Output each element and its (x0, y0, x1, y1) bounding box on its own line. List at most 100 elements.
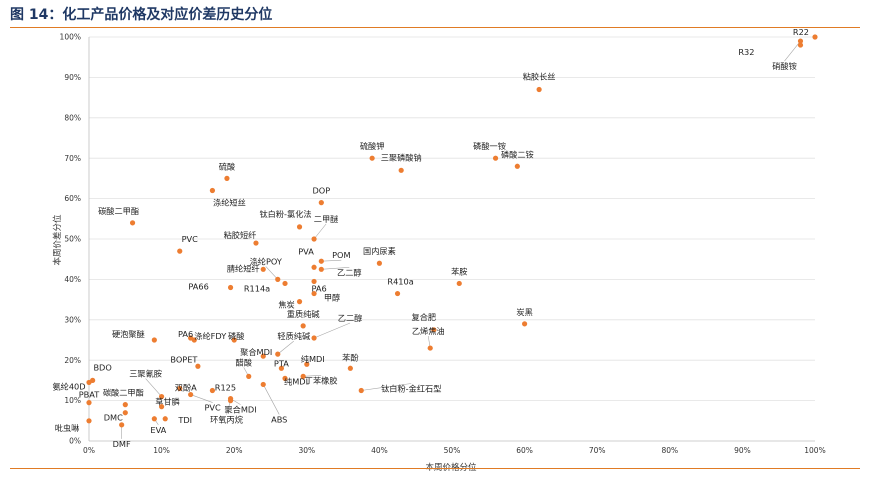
point-label: 磷酸二铵 (501, 149, 534, 159)
point-label: EVA (150, 425, 166, 435)
data-point (224, 175, 230, 181)
point-label: PVA (298, 246, 314, 256)
point-label: 焦炭 (278, 300, 294, 310)
point-label: 钛白粉-金红石型 (381, 384, 441, 394)
y-tick-label: 40% (64, 275, 81, 284)
data-point (536, 86, 542, 93)
point-label: 三聚磷酸钠 (381, 152, 422, 162)
point-label: DMF (113, 439, 131, 449)
data-point (119, 422, 125, 428)
y-tick-label: 50% (64, 235, 81, 244)
point-label: 复合肥 (412, 312, 437, 322)
y-tick-label: 70% (64, 154, 81, 163)
leader-line (361, 383, 412, 391)
data-points (86, 34, 818, 428)
point-label: 双酚A (175, 382, 197, 392)
leader-line (321, 259, 342, 262)
x-tick-labels: 0% 10% 20% 30% 40% 50% 60% 70% 80% 90% 100% (83, 446, 826, 455)
data-point (797, 38, 804, 44)
data-point (812, 34, 818, 40)
point-label: PA66 (188, 281, 208, 291)
data-point (151, 416, 157, 422)
leader-line (145, 378, 162, 397)
leader-line (784, 40, 801, 62)
data-point (318, 266, 324, 272)
point-label: 钛白粉-氯化法 (259, 209, 311, 219)
point-label: R114a (244, 283, 270, 293)
data-point (300, 323, 306, 329)
data-point (318, 200, 324, 206)
leader-line (321, 267, 350, 270)
data-point (260, 266, 266, 272)
data-point (304, 361, 310, 367)
leader-line (277, 340, 294, 355)
data-point (300, 373, 306, 379)
x-tick-label: 70% (589, 446, 606, 455)
point-label: 粘胶短纤 (224, 230, 257, 240)
data-point (86, 379, 92, 386)
point-label: DOP (312, 186, 330, 196)
leader-line (313, 223, 327, 240)
data-point (260, 353, 266, 359)
data-point (278, 365, 284, 371)
point-label: PVC (205, 403, 222, 413)
point-label: 炭黑 (516, 307, 532, 317)
footer-rule (10, 468, 860, 469)
data-point (122, 402, 128, 408)
data-point (797, 42, 804, 48)
data-point (177, 385, 183, 392)
y-tick-label: 20% (64, 356, 81, 365)
data-point (358, 387, 364, 394)
point-label: 纯MDI (301, 354, 325, 364)
leader-line (265, 266, 278, 280)
point-label: R32 (738, 47, 754, 57)
data-point (209, 387, 216, 394)
point-label: 硫酸 (219, 161, 235, 171)
title-rule (10, 27, 860, 28)
data-point (514, 163, 520, 169)
point-label: 氨纶40D (52, 381, 85, 391)
point-label: 三聚氰胺 (129, 369, 162, 379)
leader-line (262, 384, 280, 415)
point-label: DMC (104, 413, 123, 423)
x-tick-label: 80% (661, 446, 678, 455)
x-tick-label: 20% (226, 446, 243, 455)
data-point (253, 240, 259, 246)
point-label: 二甲醚 (314, 214, 339, 224)
data-point (195, 363, 201, 369)
data-point (311, 264, 317, 270)
point-label: BDO (93, 362, 111, 372)
point-label: 甲醇 (324, 293, 340, 303)
data-point (227, 284, 234, 291)
data-point (275, 276, 281, 282)
point-label: BOPET (170, 354, 198, 364)
point-label: 腈纶短纤 (227, 263, 260, 273)
data-point (318, 258, 324, 264)
point-label: PTA (274, 358, 289, 368)
point-label: 碳酸二甲酯 (98, 206, 139, 216)
point-label: 磷酸 (228, 331, 244, 341)
data-point (246, 373, 252, 379)
point-label: 乙二醇 (338, 313, 363, 323)
data-point (311, 278, 317, 285)
point-label: 苯胺 (451, 266, 467, 276)
data-point (209, 187, 216, 194)
y-tick-label: 90% (64, 73, 81, 82)
x-tick-label: 0% (83, 446, 95, 455)
point-label: 涤纶FDY (194, 331, 227, 341)
point-label: 苯酚 (342, 352, 359, 362)
point-label: 轻质纯碱 (277, 331, 310, 341)
point-label: 吡虫啉 (55, 423, 80, 433)
point-label: 粘胶长丝 (523, 72, 556, 82)
point-label: 涤纶POY (250, 256, 283, 266)
leader-line (313, 322, 351, 339)
y-tick-label: 80% (64, 113, 81, 122)
point-label: 硝酸铵 (772, 61, 797, 71)
data-point (296, 299, 303, 305)
data-point (311, 236, 317, 242)
y-tick-label: 60% (64, 194, 81, 203)
x-tick-label: 90% (734, 446, 751, 455)
y-tick-label: 30% (64, 315, 81, 324)
point-label: 国内尿素 (363, 246, 396, 256)
data-point (369, 155, 375, 161)
